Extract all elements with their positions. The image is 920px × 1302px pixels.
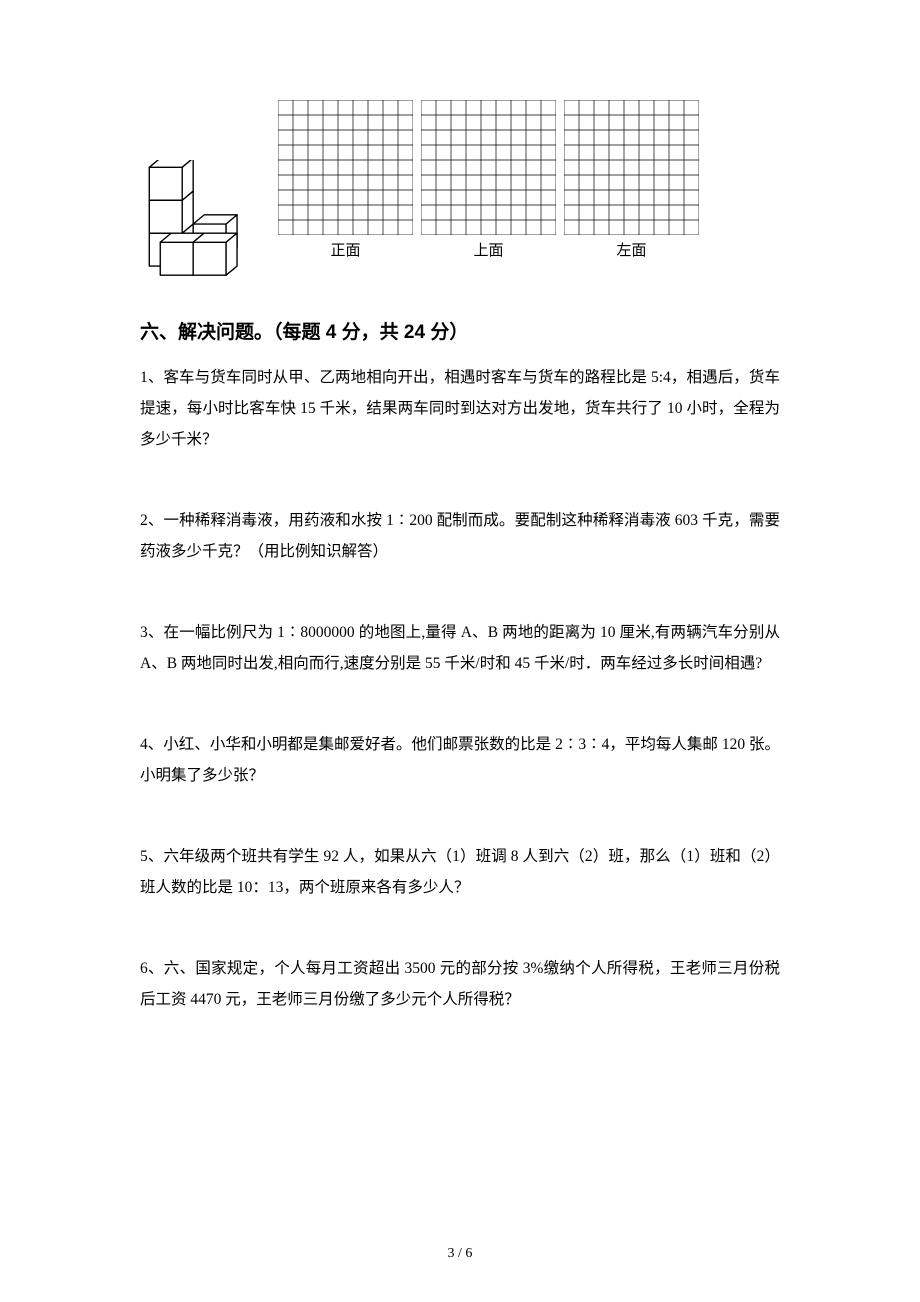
grids-block: 正面 上面 左面 (278, 100, 780, 293)
question-5: 5、六年级两个班共有学生 92 人，如果从六（1）班调 8 人到六（2）班，那么… (140, 841, 780, 903)
question-2: 2、一种稀释消毒液，用药液和水按 1∶200 配制而成。要配制这种稀释消毒液 6… (140, 505, 780, 567)
cube-figure (140, 160, 250, 293)
question-3: 3、在一幅比例尺为 1∶8000000 的地图上,量得 A、B 两地的距离为 1… (140, 617, 780, 679)
label-top: 上面 (421, 239, 556, 260)
question-1: 1、客车与货车同时从甲、乙两地相向开出，相遇时客车与货车的路程比是 5:4，相遇… (140, 362, 780, 455)
page-number: 3 / 6 (0, 1246, 920, 1262)
figure-area: 正面 上面 左面 (140, 100, 780, 293)
section-heading: 六、解决问题。（每题 4 分，共 24 分） (140, 317, 780, 344)
question-6: 6、六、国家规定，个人每月工资超出 3500 元的部分按 3%缴纳个人所得税，王… (140, 953, 780, 1015)
grid-front (278, 100, 413, 235)
grid-left (564, 100, 699, 235)
label-left: 左面 (564, 239, 699, 260)
grid-top (421, 100, 556, 235)
label-front: 正面 (278, 239, 413, 260)
page: 正面 上面 左面 六、解决问题。（每题 4 分，共 24 分） 1、客车与货车同… (0, 0, 920, 1302)
question-4: 4、小红、小华和小明都是集邮爱好者。他们邮票张数的比是 2∶3∶4，平均每人集邮… (140, 729, 780, 791)
